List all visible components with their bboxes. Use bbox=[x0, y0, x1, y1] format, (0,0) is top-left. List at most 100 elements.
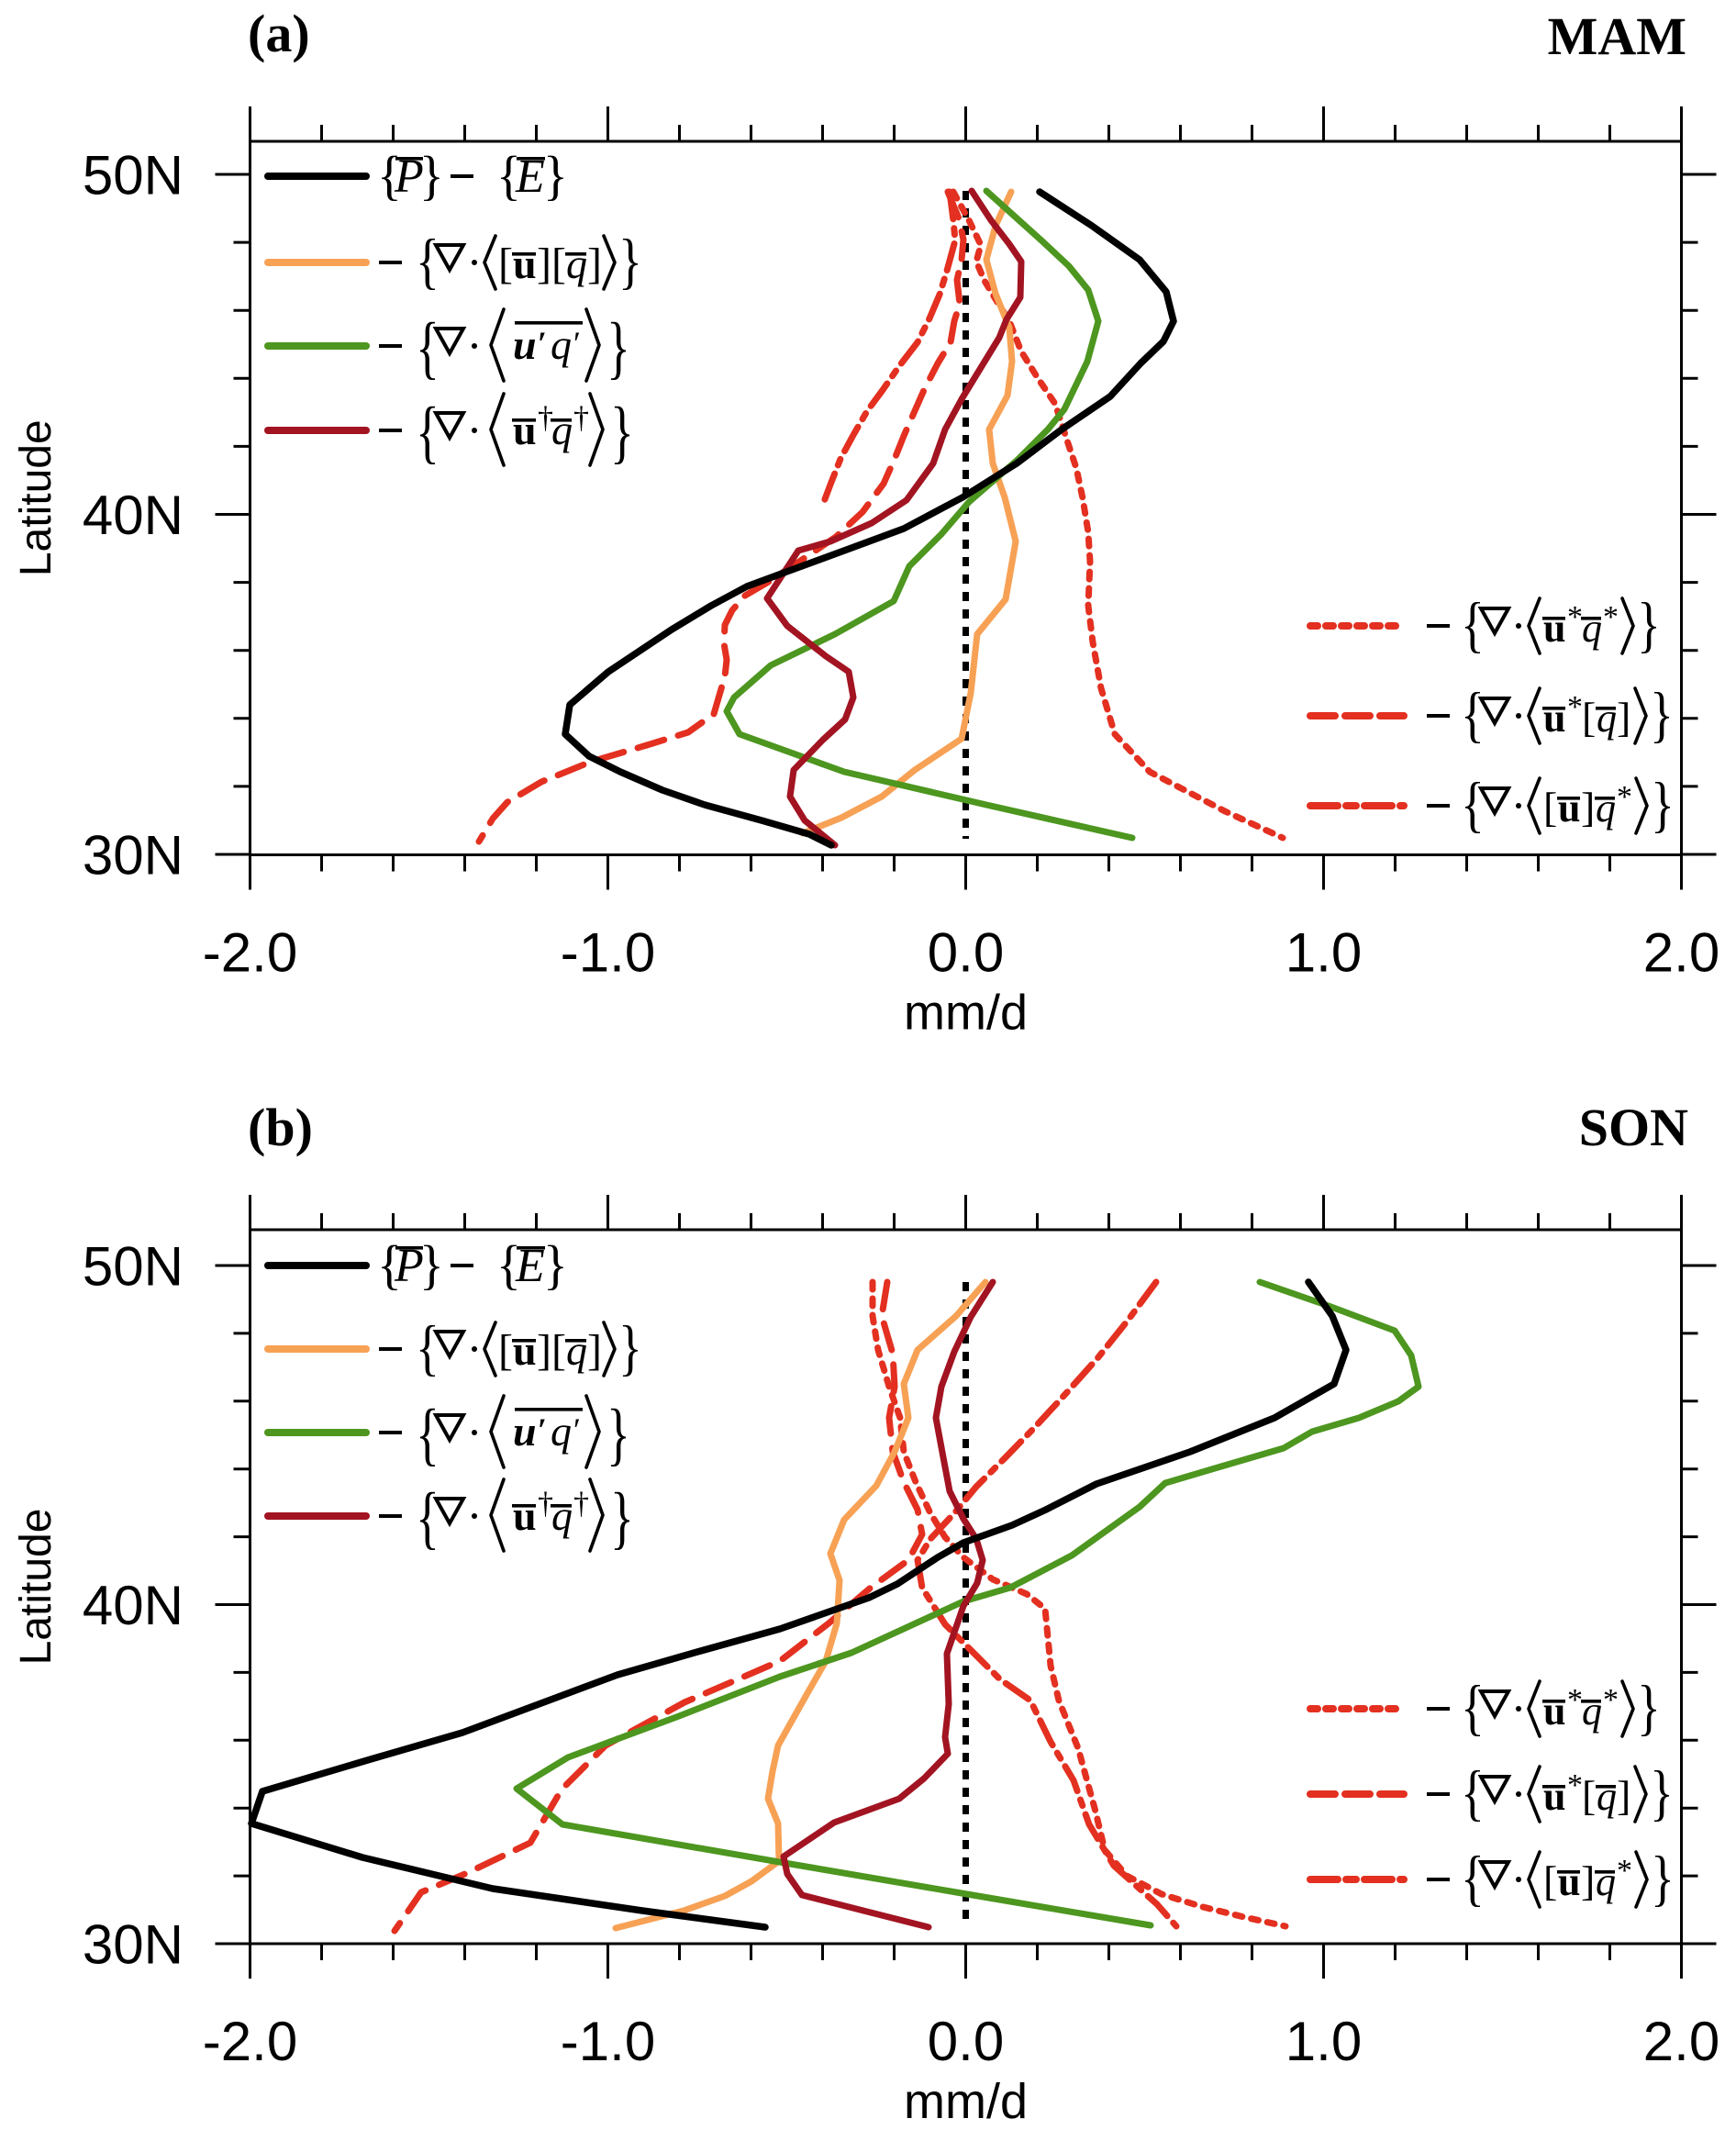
svg-text:q: q bbox=[551, 407, 573, 453]
svg-text:*: * bbox=[1567, 1768, 1583, 1802]
svg-text:q: q bbox=[1596, 1859, 1616, 1904]
svg-text:]: ] bbox=[1581, 1857, 1595, 1904]
svg-text:u: u bbox=[513, 1408, 537, 1455]
svg-text:40N: 40N bbox=[83, 1575, 184, 1636]
svg-text:*: * bbox=[1617, 780, 1632, 814]
svg-text:q: q bbox=[551, 1492, 573, 1539]
svg-text:′: ′ bbox=[538, 1411, 547, 1448]
svg-text:1.0: 1.0 bbox=[1285, 922, 1362, 984]
svg-text:u: u bbox=[1543, 606, 1565, 651]
svg-text:u: u bbox=[1558, 786, 1580, 831]
svg-text:}: } bbox=[610, 394, 634, 471]
svg-text:}: } bbox=[610, 1479, 634, 1556]
svg-text:]: ] bbox=[1581, 784, 1595, 831]
svg-text:[: [ bbox=[551, 240, 566, 288]
svg-text:0.0: 0.0 bbox=[928, 922, 1004, 984]
svg-text:{: { bbox=[1461, 1674, 1485, 1742]
svg-text:{: { bbox=[1461, 681, 1485, 749]
svg-text:1.0: 1.0 bbox=[1285, 2011, 1362, 2072]
svg-text:50N: 50N bbox=[83, 1236, 184, 1298]
svg-text:{: { bbox=[1461, 1845, 1485, 1912]
svg-text:q: q bbox=[551, 321, 572, 368]
svg-text:30N: 30N bbox=[83, 1914, 184, 1976]
svg-text:{: { bbox=[416, 309, 440, 386]
svg-text:u: u bbox=[1543, 696, 1565, 741]
svg-text:[: [ bbox=[551, 1326, 566, 1375]
svg-text:q: q bbox=[1582, 1689, 1602, 1734]
svg-text:q: q bbox=[566, 240, 587, 287]
svg-text:Latitude: Latitude bbox=[12, 1509, 61, 1666]
svg-text:}: } bbox=[543, 1236, 568, 1296]
svg-text:u: u bbox=[513, 240, 537, 287]
svg-text:u: u bbox=[513, 1327, 537, 1374]
svg-text:[: [ bbox=[1543, 784, 1557, 831]
svg-text:0.0: 0.0 bbox=[928, 2011, 1004, 2072]
svg-text:}: } bbox=[419, 1236, 444, 1296]
svg-text:2.0: 2.0 bbox=[1643, 2011, 1719, 2072]
svg-text:]: ] bbox=[1617, 694, 1630, 741]
svg-text:†: † bbox=[538, 1487, 553, 1521]
svg-text:]: ] bbox=[587, 240, 602, 288]
svg-text:*: * bbox=[1603, 1683, 1619, 1717]
svg-text:{: { bbox=[1461, 1759, 1485, 1827]
svg-text:}: } bbox=[1651, 1845, 1675, 1912]
svg-text:*: * bbox=[1567, 1683, 1583, 1717]
svg-text:u: u bbox=[1558, 1859, 1580, 1904]
svg-text:q: q bbox=[551, 1408, 572, 1455]
svg-text:u: u bbox=[1543, 1774, 1565, 1819]
svg-text:mm/d: mm/d bbox=[904, 2074, 1028, 2129]
svg-text:u: u bbox=[513, 407, 537, 453]
svg-text:u: u bbox=[1543, 1689, 1565, 1734]
svg-text:{: { bbox=[416, 228, 440, 296]
svg-text:}: } bbox=[618, 1314, 642, 1382]
svg-text:[: [ bbox=[498, 1326, 513, 1375]
svg-text:}: } bbox=[543, 147, 568, 206]
svg-text:{: { bbox=[416, 1396, 440, 1473]
svg-text:′: ′ bbox=[538, 325, 547, 362]
svg-text:MAM: MAM bbox=[1548, 6, 1686, 66]
svg-text:*: * bbox=[1567, 600, 1583, 634]
svg-text:30N: 30N bbox=[83, 825, 184, 887]
svg-text:2.0: 2.0 bbox=[1643, 922, 1719, 984]
svg-text:Latitude: Latitude bbox=[12, 419, 61, 576]
svg-text:]: ] bbox=[537, 1326, 551, 1375]
svg-text:[: [ bbox=[1582, 694, 1596, 741]
svg-text:}: } bbox=[618, 228, 642, 296]
svg-text:q: q bbox=[1582, 606, 1602, 651]
svg-text:]: ] bbox=[1617, 1772, 1630, 1819]
svg-text:}: } bbox=[419, 147, 444, 206]
svg-text:u: u bbox=[513, 1492, 537, 1539]
svg-text:*: * bbox=[1567, 690, 1583, 724]
svg-text:†: † bbox=[573, 401, 589, 435]
svg-text:(a): (a) bbox=[248, 4, 310, 63]
svg-text:-1.0: -1.0 bbox=[561, 922, 655, 984]
svg-text:]: ] bbox=[587, 1326, 602, 1375]
svg-text:]: ] bbox=[537, 240, 551, 288]
svg-text:{: { bbox=[416, 1314, 440, 1382]
svg-text:{: { bbox=[496, 1236, 521, 1296]
svg-text:*: * bbox=[1603, 600, 1619, 634]
svg-text:{: { bbox=[1461, 771, 1485, 839]
svg-text:{: { bbox=[416, 394, 440, 471]
svg-text:}: } bbox=[1637, 1674, 1661, 1742]
svg-text:{: { bbox=[377, 147, 402, 206]
svg-text:′: ′ bbox=[573, 1411, 581, 1448]
svg-text:[: [ bbox=[1582, 1772, 1596, 1819]
svg-text:q: q bbox=[1597, 696, 1617, 741]
svg-text:mm/d: mm/d bbox=[904, 986, 1028, 1041]
svg-text:{: { bbox=[496, 147, 521, 206]
svg-text:{: { bbox=[416, 1479, 440, 1556]
svg-text:†: † bbox=[538, 401, 553, 435]
svg-text:†: † bbox=[573, 1487, 589, 1521]
svg-text:[: [ bbox=[1543, 1857, 1557, 1904]
svg-text:}: } bbox=[606, 309, 630, 386]
svg-text:-2.0: -2.0 bbox=[203, 922, 297, 984]
svg-text:50N: 50N bbox=[83, 145, 184, 206]
svg-text:q: q bbox=[1597, 1774, 1617, 1819]
svg-text:q: q bbox=[1596, 786, 1616, 831]
svg-text:-1.0: -1.0 bbox=[561, 2011, 655, 2072]
svg-text:}: } bbox=[606, 1396, 630, 1473]
svg-text:-2.0: -2.0 bbox=[203, 2011, 297, 2072]
svg-text:q: q bbox=[566, 1327, 587, 1374]
svg-text:{: { bbox=[377, 1236, 402, 1296]
